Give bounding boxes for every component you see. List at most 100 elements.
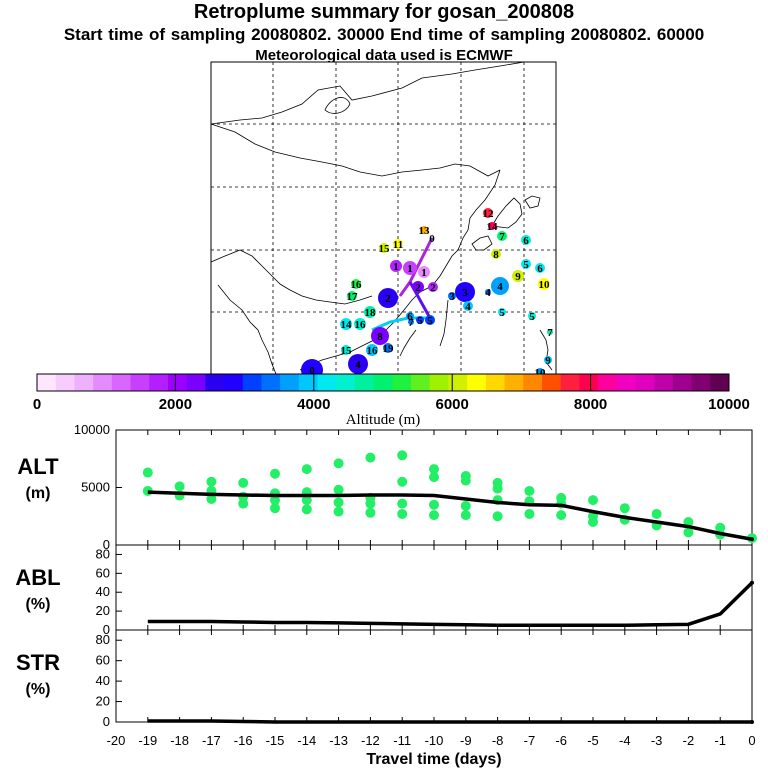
trajectory-day-label: 1 xyxy=(407,263,413,275)
trajectory-day-label: 9 xyxy=(545,355,551,367)
x-tick-label: -19 xyxy=(138,733,157,748)
cluster-point xyxy=(270,495,280,506)
trajectory-day-label: 2 xyxy=(385,293,391,305)
y-tick-label: 0 xyxy=(103,622,110,637)
map-frame xyxy=(210,61,557,375)
cluster-point xyxy=(397,476,408,487)
trajectory-day-label: 0 xyxy=(429,233,435,245)
colorbar-swatch xyxy=(373,374,393,391)
x-tick-label: -1 xyxy=(714,733,726,748)
cluster-point xyxy=(524,485,535,496)
met-data-note: Meteorological data used is ECMWF xyxy=(255,47,513,64)
colorbar-swatch xyxy=(467,374,487,391)
trajectory-cluster-marker xyxy=(521,259,531,269)
colorbar-swatch xyxy=(74,374,94,391)
colorbar-tick-label: 6000 xyxy=(436,396,469,413)
x-tick-label: -10 xyxy=(425,733,444,748)
panel-label: STR xyxy=(16,650,60,675)
series-endpoint xyxy=(750,537,754,542)
panel-label: ABL xyxy=(15,565,60,590)
y-tick-label: 5000 xyxy=(81,480,110,495)
colorbar-swatch xyxy=(523,374,543,391)
trajectory-cluster-marker xyxy=(488,222,496,230)
trajectory-cluster-marker xyxy=(348,354,368,374)
x-tick-label: -7 xyxy=(524,733,536,748)
y-tick-label: 20 xyxy=(96,694,110,709)
cluster-point xyxy=(301,464,312,475)
trajectory-cluster-marker xyxy=(408,319,414,325)
trajectory-day-label: 4 xyxy=(465,301,471,313)
trajectory-day-label: 4 xyxy=(485,287,491,299)
x-axis-label: Travel time (days) xyxy=(366,751,501,768)
trajectory-cluster-marker xyxy=(412,281,424,293)
trajectory-day-label: 6 xyxy=(523,235,529,247)
trajectory-day-label: 3 xyxy=(449,291,455,303)
trajectory-day-label: 1 xyxy=(393,261,399,273)
trajectory-day-label: 14 xyxy=(341,319,353,331)
colorbar-swatch xyxy=(392,374,412,391)
x-tick-label: -13 xyxy=(329,733,348,748)
panel-unit: (m) xyxy=(26,485,51,502)
trajectory-day-label: 8 xyxy=(377,331,383,343)
trajectory-cluster-marker xyxy=(425,315,435,325)
y-tick-label: 40 xyxy=(96,584,110,599)
colorbar-swatch xyxy=(616,374,636,391)
y-tick-label: 10000 xyxy=(74,422,110,437)
trajectory-cluster-marker xyxy=(538,278,550,290)
trajectory-day-label: 15 xyxy=(379,243,391,255)
trajectory-day-label: 2 xyxy=(415,282,421,294)
series-line xyxy=(147,490,753,541)
trajectory-day-label: 15 xyxy=(341,345,353,357)
trajectory-day-label: 5 xyxy=(499,307,505,319)
cluster-point xyxy=(333,497,344,508)
colorbar-swatch xyxy=(37,374,57,391)
colorbar-swatch xyxy=(635,374,655,391)
colorbar-swatch xyxy=(411,374,431,391)
trajectory-day-label: 5 xyxy=(529,311,535,323)
trajectory-cluster-marker xyxy=(528,312,536,320)
x-tick-label: -9 xyxy=(460,733,472,748)
cluster-point xyxy=(301,504,312,515)
trajectory-day-label: 16 xyxy=(367,345,379,357)
cluster-point xyxy=(238,498,249,509)
trajectory-cluster-marker xyxy=(406,312,414,320)
trajectory-cluster-marker xyxy=(491,277,509,295)
cluster-point xyxy=(524,508,535,519)
cluster-point xyxy=(301,495,312,506)
colorbar-swatch xyxy=(167,374,188,391)
x-tick-label: -17 xyxy=(202,733,221,748)
panel-label: ALT xyxy=(17,454,59,479)
y-tick-label: 0 xyxy=(103,714,110,729)
trajectory-day-label: 16 xyxy=(351,279,363,291)
cluster-point xyxy=(588,495,598,506)
trajectory-day-label: 5 xyxy=(427,315,433,327)
y-tick-label: 40 xyxy=(96,673,110,688)
x-tick-label: -15 xyxy=(266,733,285,748)
trajectory-cluster-marker xyxy=(366,344,378,356)
trajectory-day-label: 4 xyxy=(497,281,503,293)
trajectory-cluster-marker xyxy=(418,266,430,278)
colorbar-swatch xyxy=(560,374,580,391)
colorbar-tick-label: 4000 xyxy=(297,396,330,413)
x-tick-label: -14 xyxy=(297,733,316,748)
trajectory-day-label: 6 xyxy=(407,311,413,323)
trajectory-day-label: 14 xyxy=(487,221,499,233)
x-tick-label: -8 xyxy=(492,733,504,748)
colorbar-swatch xyxy=(205,374,225,391)
colorbar-swatch xyxy=(598,374,618,391)
colorbar-swatch xyxy=(579,374,599,391)
trajectory-day-label: 5 xyxy=(417,315,423,327)
sampling-times: Start time of sampling 20080802. 30000 E… xyxy=(63,25,705,44)
panel-frame xyxy=(115,544,753,631)
trajectory-cluster-marker xyxy=(416,316,424,324)
trajectory-cluster-marker xyxy=(354,318,366,330)
trajectory-cluster-marker xyxy=(341,345,351,355)
colorbar-swatch xyxy=(354,374,375,391)
x-tick-label: -5 xyxy=(587,733,599,748)
trajectory-cluster-marker xyxy=(512,270,524,282)
colorbar-tick-label: 10000 xyxy=(708,396,750,413)
series-endpoint xyxy=(750,720,754,724)
trajectory-cluster-marker xyxy=(340,318,352,330)
x-tick-label: -12 xyxy=(361,733,380,748)
